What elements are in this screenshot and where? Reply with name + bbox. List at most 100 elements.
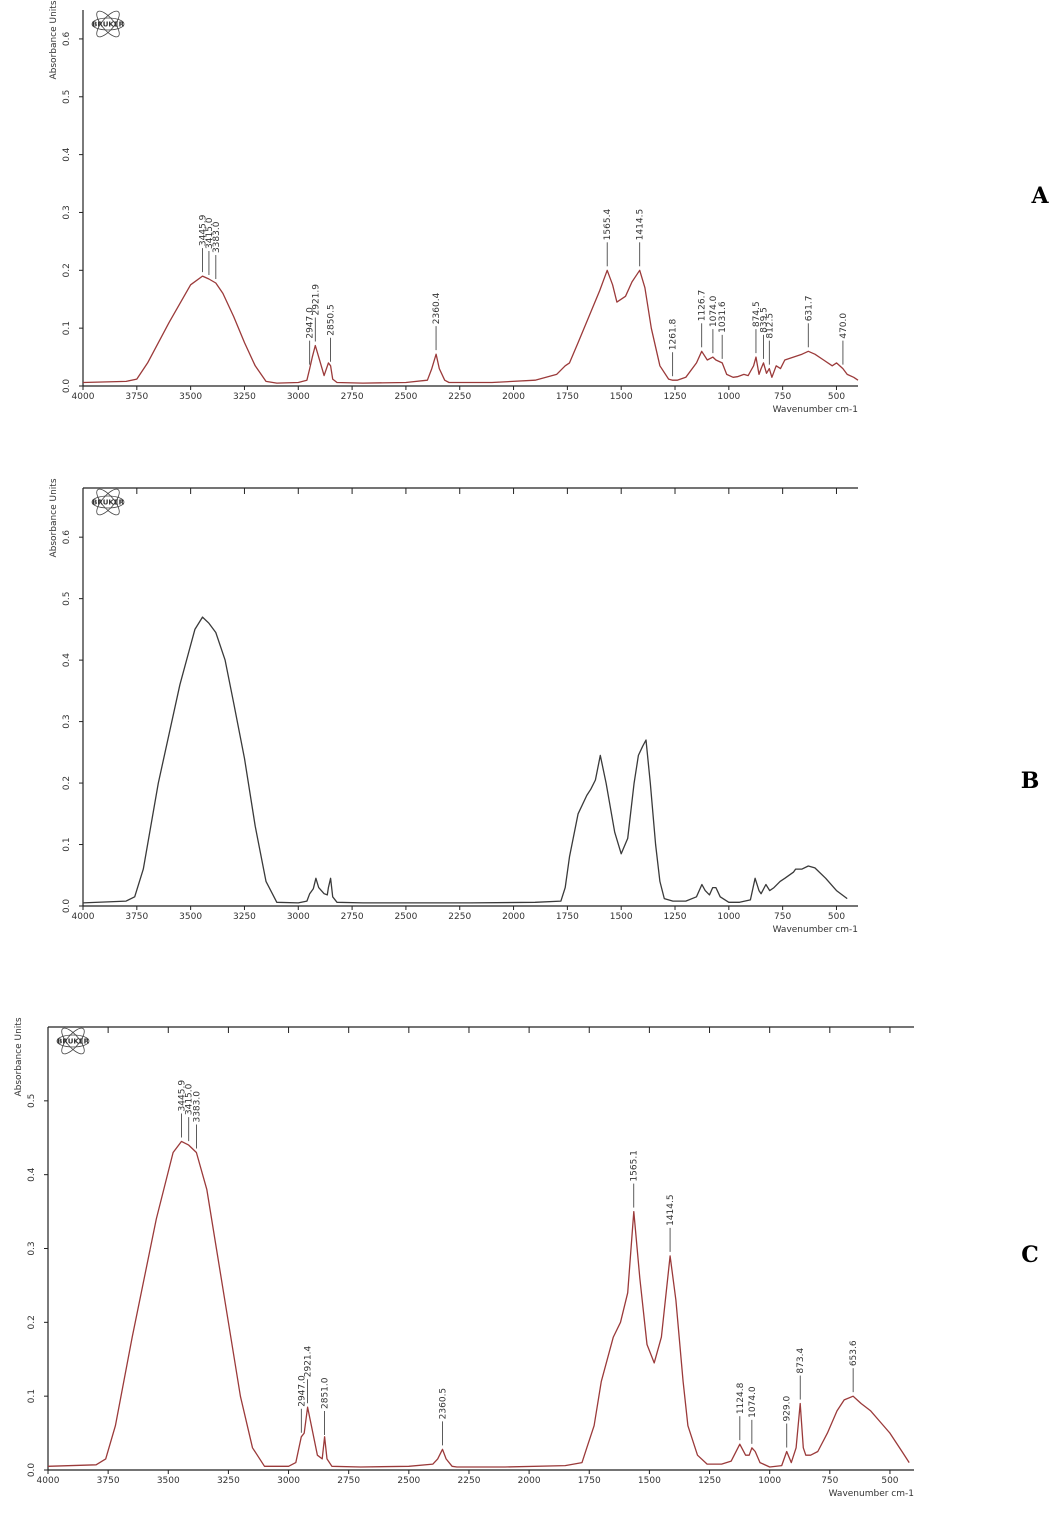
y-tick-label: 0.0	[62, 379, 72, 394]
y-tick-label: 0.1	[62, 837, 72, 851]
y-axis-title: Absorbance Units	[49, 478, 59, 557]
y-tick-label: 0.2	[62, 776, 72, 790]
x-tick-label: 1750	[578, 1476, 601, 1486]
x-tick-label: 2000	[518, 1476, 541, 1486]
logo-orbit	[96, 10, 120, 38]
logo-orbit	[61, 1027, 85, 1055]
x-tick-label: 2750	[337, 1476, 360, 1486]
logo-text: BRUKER	[57, 1038, 90, 1046]
x-tick-label: 3000	[287, 912, 310, 922]
bruker-logo: BRUKER	[91, 10, 125, 38]
y-tick-label: 0.2	[27, 1315, 37, 1329]
peak-label: 2921.9	[311, 284, 321, 316]
x-tick-label: 4000	[72, 912, 95, 922]
spectrum-line	[47, 1140, 910, 1468]
y-tick-label: 0.6	[62, 530, 72, 545]
x-tick-label: 3750	[125, 392, 148, 402]
peak-label: 3383.0	[212, 221, 222, 253]
x-tick-label: 750	[774, 912, 791, 922]
peak-label: 1565.1	[630, 1150, 640, 1182]
spectrum-panel-b: 4000 3750 3500 3250 3000 2750 2500 2250 2000 1750…	[49, 478, 1039, 935]
peak-label: 2947.0	[297, 1375, 307, 1407]
peak-label: 3415.0	[185, 1083, 195, 1115]
x-tick-label: 4000	[37, 1476, 60, 1486]
y-tick-label: 0.5	[62, 591, 72, 605]
y-tick-label: 0.1	[62, 321, 72, 335]
peak-label: 1261.8	[669, 318, 679, 350]
peak-label: 1126.7	[698, 290, 708, 322]
x-tick-label: 1500	[610, 392, 633, 402]
x-tick-label: 1250	[698, 1476, 721, 1486]
x-tick-label: 500	[828, 912, 845, 922]
panel-label: A	[1030, 183, 1049, 209]
x-tick-label: 3250	[233, 392, 256, 402]
y-tick-label: 0.3	[62, 714, 72, 728]
x-tick-label: 3500	[179, 912, 202, 922]
y-tick-label: 0.3	[62, 205, 72, 219]
y-tick-label: 0.5	[27, 1094, 37, 1108]
peak-label: 2850.5	[327, 304, 337, 336]
peak-label: 839.5	[759, 307, 769, 333]
logo-orbit	[91, 495, 125, 509]
x-tick-label: 3750	[125, 912, 148, 922]
x-tick-label: 2500	[394, 392, 417, 402]
bruker-logo: BRUKER	[91, 488, 125, 516]
y-tick-label: 0.5	[62, 90, 72, 104]
peak-label: 873.4	[796, 1348, 806, 1374]
x-tick-label: 2500	[397, 1476, 420, 1486]
x-axis-title: Wavenumber cm-1	[829, 1489, 914, 1499]
y-tick-label: 0.0	[27, 1463, 37, 1478]
y-axis-title: Absorbance Units	[14, 1017, 24, 1096]
peak-label: 3445.9	[198, 214, 208, 246]
logo-orbit	[91, 17, 125, 31]
panel-label: B	[1021, 768, 1040, 794]
peak-label: 1031.6	[718, 301, 728, 333]
peak-label: 3383.0	[192, 1091, 202, 1123]
x-tick-label: 2750	[341, 392, 364, 402]
bruker-logo: BRUKER	[56, 1027, 90, 1055]
x-tick-label: 1250	[664, 392, 687, 402]
peak-label: 1074.0	[748, 1386, 758, 1418]
spectrum-line	[82, 616, 848, 904]
x-tick-label: 2000	[502, 392, 525, 402]
peak-label: 1414.5	[666, 1194, 676, 1226]
peak-label: 631.7	[804, 296, 814, 322]
x-tick-label: 1000	[717, 392, 740, 402]
peak-label: 1414.5	[636, 209, 646, 241]
x-tick-label: 2250	[448, 392, 471, 402]
x-tick-label: 1000	[717, 912, 740, 922]
peak-label: 1565.4	[603, 209, 613, 241]
peak-label: 653.6	[849, 1340, 859, 1366]
spectrum-line	[82, 269, 859, 384]
x-axis-title: Wavenumber cm-1	[773, 405, 858, 415]
y-tick-label: 0.3	[27, 1241, 37, 1255]
x-tick-label: 750	[821, 1476, 838, 1486]
peak-label: 1124.8	[736, 1382, 746, 1414]
x-tick-label: 1750	[556, 912, 579, 922]
peak-label: 3445.9	[178, 1080, 188, 1112]
peak-label: 812.5	[765, 313, 775, 339]
x-tick-label: 1500	[610, 912, 633, 922]
x-tick-label: 2250	[448, 912, 471, 922]
peak-label: 874.5	[752, 301, 762, 327]
x-tick-label: 3000	[287, 392, 310, 402]
x-tick-label: 2000	[502, 912, 525, 922]
x-tick-label: 4000	[72, 392, 95, 402]
y-tick-label: 0.6	[62, 32, 72, 47]
x-tick-label: 3500	[157, 1476, 180, 1486]
y-axis-title: Absorbance Units	[49, 0, 59, 79]
x-tick-label: 1000	[758, 1476, 781, 1486]
logo-text: BRUKER	[92, 499, 125, 507]
x-tick-label: 2500	[394, 912, 417, 922]
x-tick-label: 3250	[233, 912, 256, 922]
x-tick-label: 3750	[97, 1476, 120, 1486]
peak-label: 2360.4	[432, 292, 442, 324]
peak-label: 1074.0	[709, 295, 719, 327]
y-tick-label: 0.4	[62, 147, 72, 162]
peak-label: 929.0	[783, 1396, 793, 1422]
panel-label: C	[1021, 1242, 1039, 1268]
peak-label: 470.0	[839, 313, 849, 339]
peak-label: 2947.0	[306, 307, 316, 339]
y-tick-label: 0.1	[27, 1389, 37, 1403]
